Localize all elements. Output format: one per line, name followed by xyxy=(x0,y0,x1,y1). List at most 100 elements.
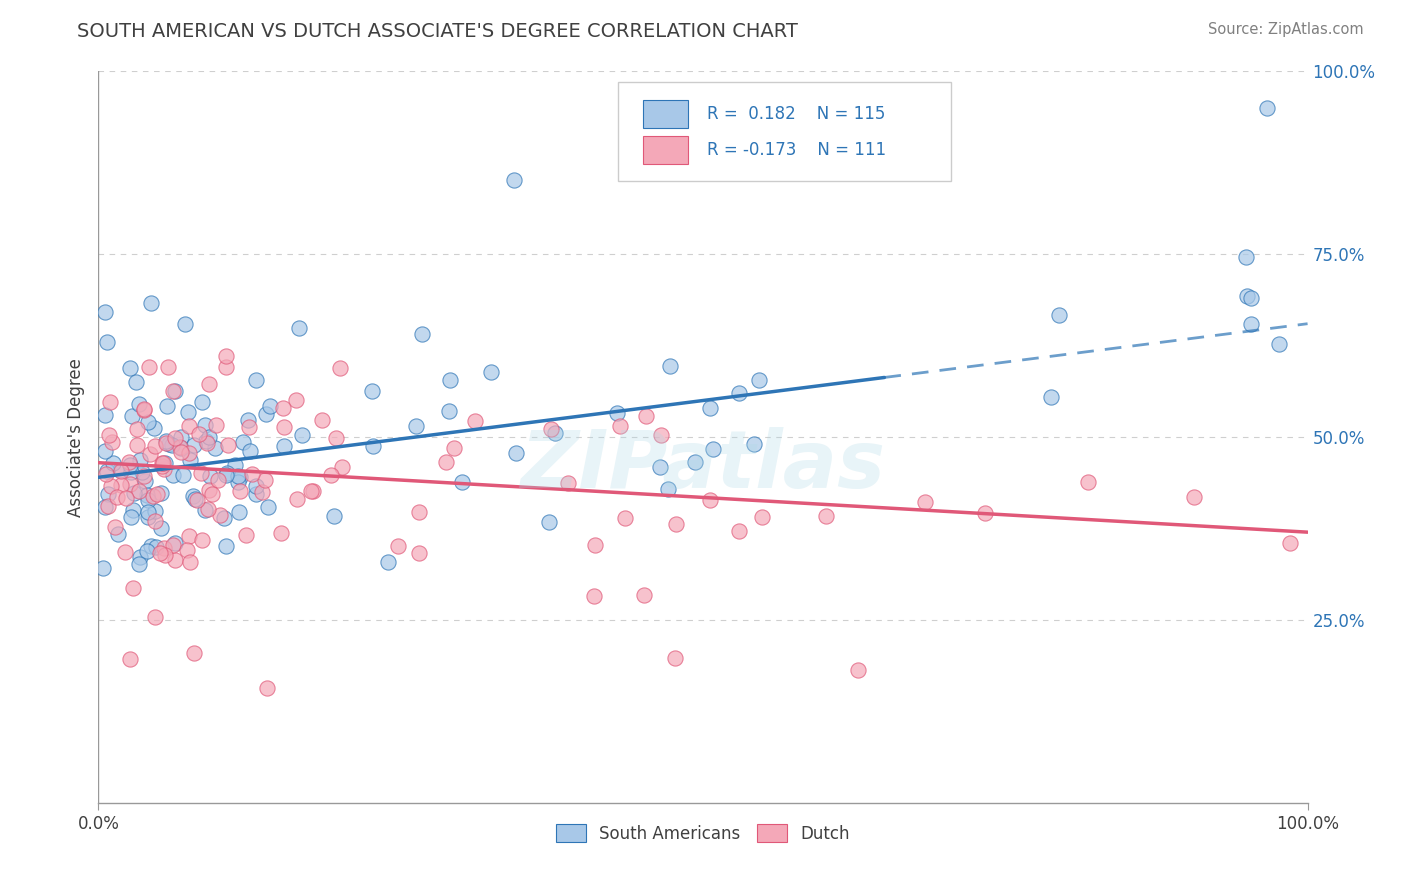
Point xyxy=(120,652,142,666)
Point xyxy=(285,491,308,506)
Point xyxy=(505,446,527,460)
Point xyxy=(198,377,221,392)
Point xyxy=(238,420,260,434)
Point xyxy=(143,610,166,624)
Point xyxy=(138,359,160,374)
Point xyxy=(120,458,142,472)
Point xyxy=(190,466,212,480)
Point xyxy=(141,296,163,310)
Point xyxy=(1279,535,1302,549)
Point xyxy=(149,521,172,535)
Point xyxy=(110,478,132,492)
Point xyxy=(683,455,706,469)
Point xyxy=(974,507,997,521)
Point xyxy=(699,401,721,416)
Point xyxy=(128,557,150,571)
Point xyxy=(98,427,121,442)
Point xyxy=(195,436,218,450)
Point xyxy=(181,490,204,504)
Point xyxy=(194,503,217,517)
Point xyxy=(94,500,117,515)
Point xyxy=(169,440,191,454)
Point xyxy=(152,461,174,475)
Point xyxy=(195,434,218,448)
Point xyxy=(143,421,166,435)
Point xyxy=(163,536,186,550)
Point xyxy=(299,484,322,499)
Point xyxy=(583,590,606,604)
Point xyxy=(198,469,221,483)
Point xyxy=(153,456,176,470)
Point xyxy=(150,458,173,473)
FancyBboxPatch shape xyxy=(619,82,950,181)
Point xyxy=(1184,490,1206,504)
Point xyxy=(204,442,226,456)
Point xyxy=(434,455,457,469)
Point xyxy=(814,508,837,523)
Point xyxy=(183,646,205,660)
Point xyxy=(329,361,352,376)
Point xyxy=(145,540,167,554)
Point xyxy=(143,439,166,453)
Point xyxy=(152,456,174,470)
Point xyxy=(135,488,157,502)
Point xyxy=(156,399,179,413)
Point xyxy=(540,421,562,435)
Point xyxy=(245,479,267,493)
Point xyxy=(273,439,295,453)
Point xyxy=(215,349,238,363)
Point xyxy=(228,469,250,483)
Point xyxy=(136,493,159,508)
Point xyxy=(124,485,146,500)
Point xyxy=(1268,337,1291,351)
Point xyxy=(245,373,267,387)
Point xyxy=(215,466,238,480)
Point xyxy=(650,460,672,475)
Point xyxy=(177,529,200,543)
Point xyxy=(208,508,231,522)
Point xyxy=(1239,317,1261,331)
Point xyxy=(650,428,672,442)
Point xyxy=(252,484,274,499)
Point xyxy=(207,473,229,487)
Point xyxy=(155,548,177,562)
Point xyxy=(609,419,631,434)
Point xyxy=(143,514,166,528)
Point xyxy=(405,418,427,433)
Point xyxy=(214,539,236,553)
Point xyxy=(728,385,751,400)
Point xyxy=(503,173,526,187)
Point xyxy=(259,399,281,413)
Point xyxy=(408,505,430,519)
Point xyxy=(179,555,201,569)
Point xyxy=(120,360,142,375)
Point xyxy=(197,502,219,516)
Point xyxy=(103,520,125,534)
Point xyxy=(288,321,311,335)
Point xyxy=(1240,291,1263,305)
Point xyxy=(228,505,250,519)
Point xyxy=(157,437,180,451)
Point xyxy=(128,550,150,565)
Point xyxy=(727,524,749,538)
Point xyxy=(236,413,259,427)
Point xyxy=(257,500,280,515)
Point xyxy=(93,561,115,575)
Point xyxy=(270,525,292,540)
Point xyxy=(226,475,249,489)
Point xyxy=(188,427,211,442)
Point xyxy=(183,438,205,452)
Y-axis label: Associate's Degree: Associate's Degree xyxy=(66,358,84,516)
Point xyxy=(744,437,766,451)
Text: R =  0.182    N = 115: R = 0.182 N = 115 xyxy=(707,104,884,123)
Point xyxy=(240,467,263,482)
Point xyxy=(142,489,165,503)
Bar xyxy=(643,136,689,164)
Point xyxy=(94,467,117,481)
Point xyxy=(1077,475,1099,490)
Point xyxy=(1047,309,1070,323)
Point xyxy=(136,415,159,429)
Point xyxy=(96,465,118,479)
Point xyxy=(125,438,148,452)
Point xyxy=(228,470,250,484)
